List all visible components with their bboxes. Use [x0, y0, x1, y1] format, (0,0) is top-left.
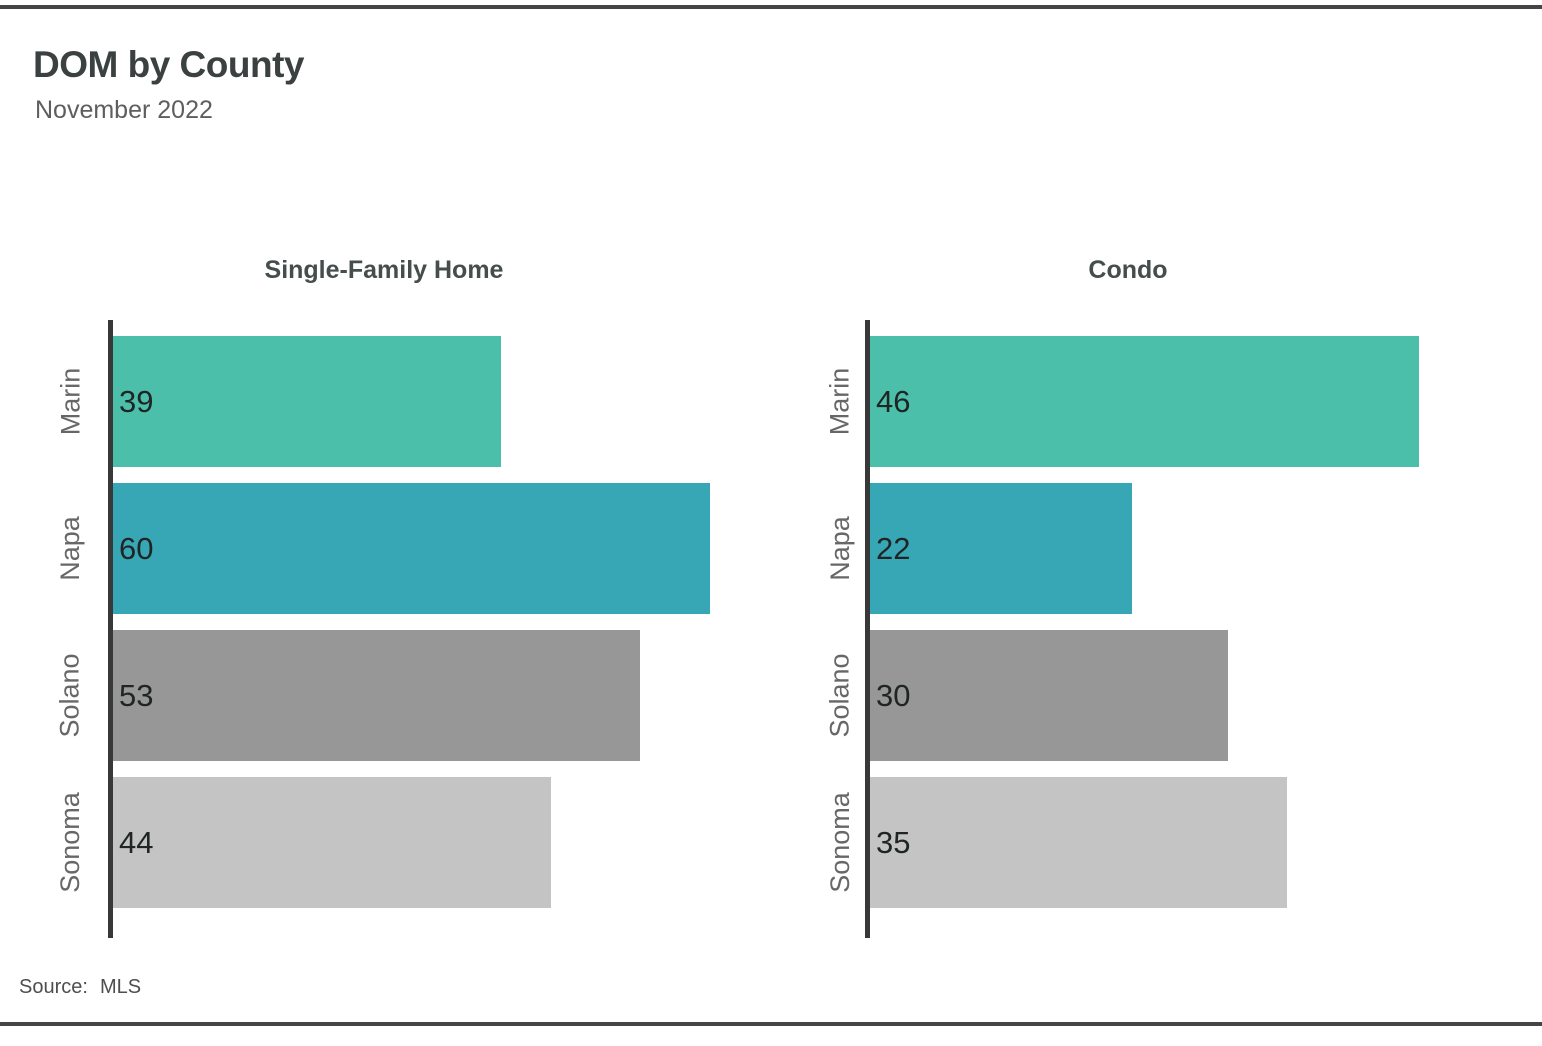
bar-value-label: 22 — [876, 530, 911, 566]
y-axis-label-sonoma: Sonoma — [33, 777, 108, 908]
y-axis-label-napa: Napa — [33, 483, 108, 614]
y-axis-label-text: Solano — [824, 653, 855, 738]
source-value: MLS — [99, 976, 142, 998]
bar-row-napa: Napa 22 — [815, 483, 1441, 614]
chart-subtitle: November 2022 — [35, 96, 213, 124]
bar-row-marin: Marin 46 — [815, 336, 1441, 467]
y-axis-label-text: Marin — [824, 367, 855, 436]
bar-value-label: 35 — [876, 824, 911, 860]
y-axis-label-sonoma: Sonoma — [815, 777, 865, 908]
bar-row-sonoma: Sonoma 44 — [33, 777, 735, 908]
chart-title: DOM by County — [33, 44, 304, 85]
chart-header: DOM by County November 2022 — [33, 44, 304, 125]
source-label: Source: — [19, 976, 88, 998]
top-divider-rule — [0, 5, 1542, 9]
bar-row-solano: Solano 30 — [815, 630, 1441, 761]
bar-track: 60 — [108, 483, 735, 614]
bar-track: 44 — [108, 777, 735, 908]
bar-solano — [113, 630, 641, 761]
bar-solano — [870, 630, 1228, 761]
y-axis-label-napa: Napa — [815, 483, 865, 614]
y-axis-label-solano: Solano — [815, 630, 865, 761]
y-axis-label-marin: Marin — [815, 336, 865, 467]
source-note: Source: MLS — [19, 976, 141, 999]
bar-value-label: 44 — [119, 824, 154, 860]
y-axis-label-text: Solano — [55, 653, 86, 738]
bar-marin — [113, 336, 502, 467]
charts-row: Single-Family Home Marin 39 Napa 60 Sola… — [33, 255, 1441, 938]
bottom-divider-rule — [0, 1022, 1542, 1026]
panel-single-family-home: Single-Family Home Marin 39 Napa 60 Sola… — [33, 255, 735, 938]
plot-area-single-family-home: Marin 39 Napa 60 Solano 53 — [33, 320, 735, 938]
y-axis-label-text: Napa — [54, 516, 85, 581]
bar-row-marin: Marin 39 — [33, 336, 735, 467]
panel-title-condo: Condo — [1088, 256, 1168, 284]
y-axis-label-text: Marin — [54, 367, 85, 436]
bar-track: 30 — [865, 630, 1441, 761]
bar-sonoma — [870, 777, 1288, 908]
bar-napa — [113, 483, 711, 614]
bar-value-label: 30 — [876, 677, 911, 713]
bar-value-label: 60 — [119, 530, 154, 566]
bar-track: 39 — [108, 336, 735, 467]
y-axis-line — [108, 320, 113, 938]
y-axis-label-text: Sonoma — [824, 792, 855, 893]
bar-row-solano: Solano 53 — [33, 630, 735, 761]
bar-sonoma — [113, 777, 551, 908]
plot-area-condo: Marin 46 Napa 22 Solano 30 — [815, 320, 1441, 938]
y-axis-line — [865, 320, 870, 938]
bar-track: 35 — [865, 777, 1441, 908]
bar-value-label: 46 — [876, 383, 911, 419]
bar-value-label: 53 — [119, 677, 154, 713]
y-axis-label-marin: Marin — [33, 336, 108, 467]
bar-napa — [870, 483, 1133, 614]
y-axis-label-solano: Solano — [33, 630, 108, 761]
bar-value-label: 39 — [119, 383, 154, 419]
y-axis-label-text: Sonoma — [55, 792, 86, 893]
bar-track: 46 — [865, 336, 1441, 467]
y-axis-label-text: Napa — [824, 516, 855, 581]
bar-track: 53 — [108, 630, 735, 761]
panel-condo: Condo Marin 46 Napa 22 Solano — [815, 255, 1441, 938]
bar-marin — [870, 336, 1419, 467]
bar-row-napa: Napa 60 — [33, 483, 735, 614]
bar-row-sonoma: Sonoma 35 — [815, 777, 1441, 908]
panel-title-single-family-home: Single-Family Home — [264, 256, 504, 284]
bar-track: 22 — [865, 483, 1441, 614]
